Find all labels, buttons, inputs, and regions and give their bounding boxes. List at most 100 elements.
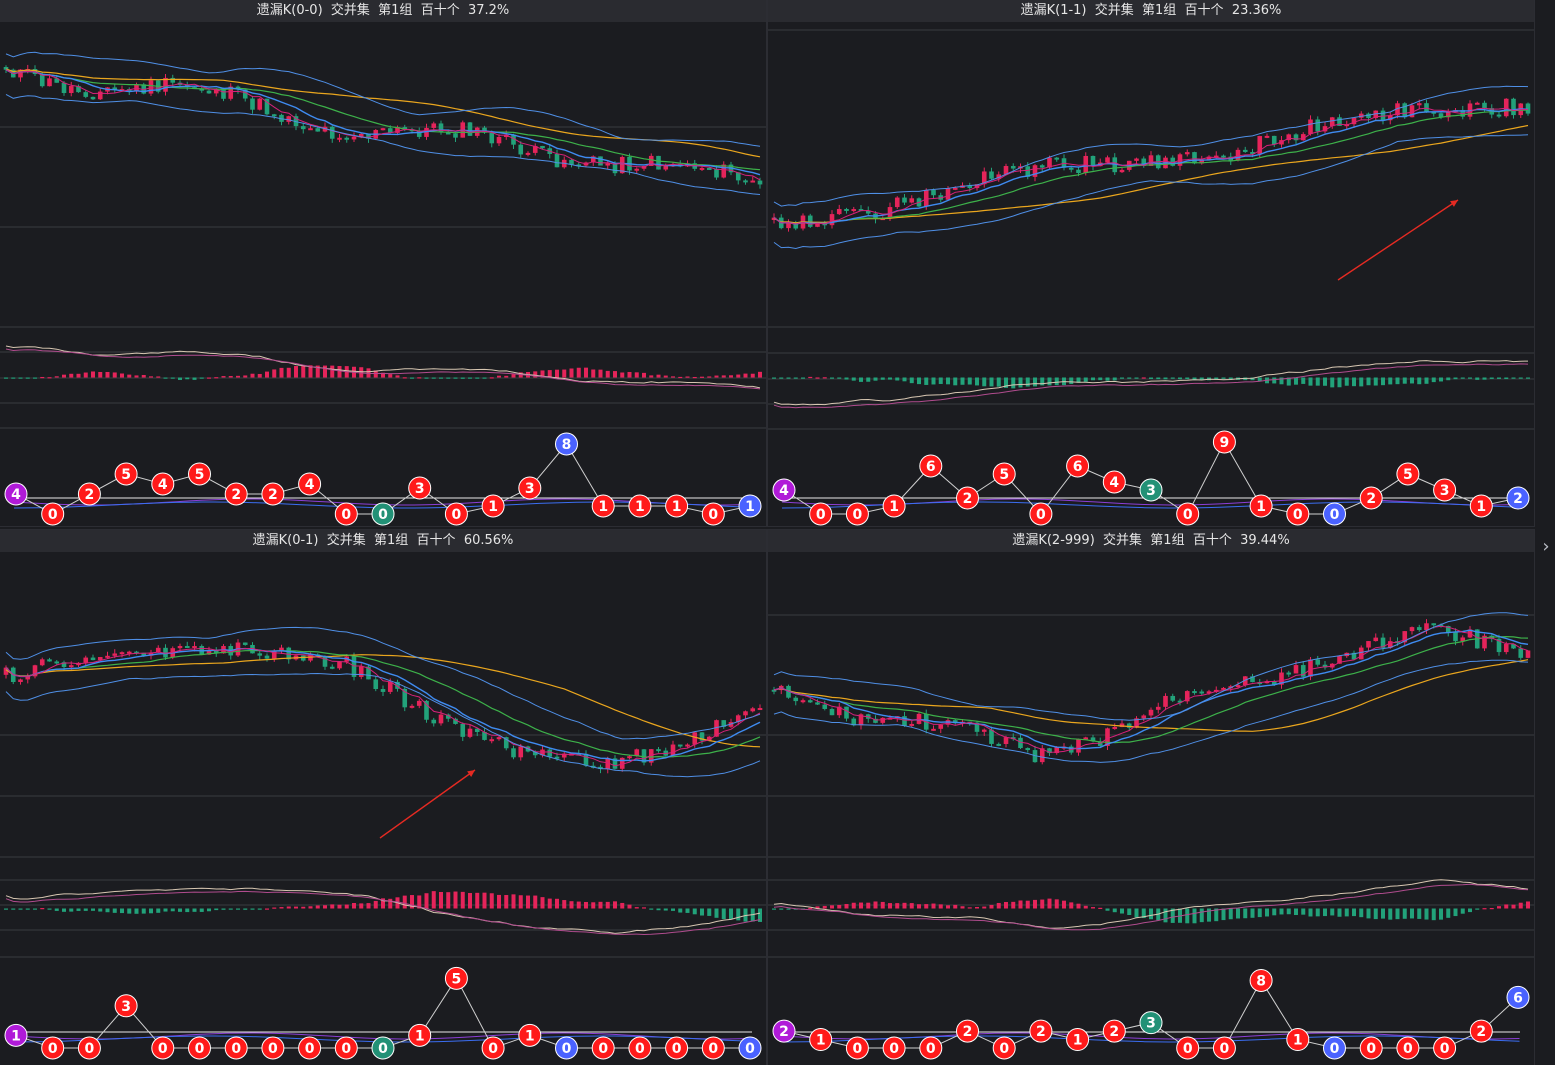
macd-bar-red	[76, 373, 81, 378]
macd-bar-green	[410, 377, 414, 379]
macd-bar-green	[178, 908, 182, 912]
macd-bar-red	[156, 376, 161, 378]
candle-up	[1134, 158, 1139, 161]
ball-red: 2	[956, 486, 979, 510]
candle-up	[721, 164, 727, 178]
candle-down	[141, 652, 147, 656]
candle-down	[1170, 157, 1176, 166]
chart-canvas[interactable]: 4 0 0 1 6 2 5 0 6 4 3 0 9 1 0 0 2 5 3 1 2	[768, 0, 1534, 526]
macd-bar-red	[714, 375, 719, 378]
macd-bar-green	[786, 377, 791, 379]
macd-bar-red	[1040, 899, 1045, 909]
macd-bar-green	[1098, 377, 1103, 381]
macd-bar-green	[1330, 908, 1335, 916]
candle-down	[931, 190, 936, 196]
ball-red: 2	[224, 482, 248, 506]
candle-down	[554, 153, 560, 168]
chart-panel-1-1[interactable]: 遗漏K(1-1) 交并集 第1组 百十个 23.36% 4 0 0 1 6 2 5 0 6 4 3 0…	[767, 0, 1535, 527]
candle-up	[518, 746, 524, 758]
macd-dea-line	[773, 363, 1529, 409]
candle-down	[569, 159, 574, 165]
macd-bar-green	[453, 377, 458, 379]
macd-bar-green	[1178, 377, 1182, 380]
macd-bar-red	[613, 901, 617, 909]
macd-bar-red	[605, 370, 610, 378]
macd-bar-red	[960, 906, 965, 909]
macd-bar-red	[127, 374, 132, 378]
chart-canvas[interactable]: 4 0 2 5 4 5 2 2 4 0 0 3 0 1 3 8 1 1 1 0 1	[0, 0, 766, 526]
ball-circle	[188, 1036, 211, 1060]
candle-down	[1242, 149, 1248, 152]
macd-bar-red	[591, 369, 596, 378]
candle-down	[1177, 700, 1183, 703]
macd-bar-red	[888, 903, 892, 909]
macd-bar-green	[1025, 377, 1030, 387]
macd-bar-red	[700, 376, 704, 378]
ball-label: 1	[816, 1033, 826, 1049]
macd-bar-red	[388, 898, 393, 909]
macd-bar-green	[54, 908, 59, 911]
macd-bar-green	[873, 377, 878, 381]
ball-circle	[114, 462, 138, 486]
candle-up	[1409, 105, 1415, 118]
ball-red: 2	[261, 482, 285, 506]
candle-up	[489, 739, 495, 742]
ball-label: 6	[1513, 990, 1523, 1006]
ball-label: 0	[1036, 507, 1046, 523]
ball-red: 0	[444, 502, 468, 526]
ball-red: 5	[444, 966, 468, 990]
candle-down	[1054, 157, 1060, 160]
macd-bar-green	[1417, 908, 1422, 919]
ball-circle	[444, 502, 468, 526]
candle-up	[1482, 635, 1487, 649]
macd-bar-green	[76, 908, 81, 911]
macd-bar-red	[460, 891, 465, 909]
candle-up	[1105, 157, 1110, 163]
ball-red: 0	[845, 502, 869, 526]
ball-label: 6	[926, 459, 936, 475]
macd-bar-green	[243, 908, 248, 910]
macd-bar-green	[663, 908, 668, 911]
macd-bar-red	[946, 905, 950, 909]
chart-canvas[interactable]: 1 0 0 3 0 0 0 0 0 0 0 1 5 0 1 0 0 0 0 0 0	[0, 530, 766, 1065]
macd-bar-green	[1250, 377, 1255, 381]
ball-green: 3	[1139, 478, 1163, 502]
macd-bar-red	[547, 370, 552, 378]
macd-dif-line	[5, 345, 761, 389]
chart-panel-0-0[interactable]: 遗漏K(0-0) 交并集 第1组 百十个 37.2% 4 0 2 5 4 5 2 2 4 0 0 3 0…	[0, 0, 767, 527]
macd-bar-green	[1163, 377, 1168, 380]
ball-circle	[371, 1036, 395, 1060]
candle-down	[366, 666, 371, 680]
candle-up	[757, 708, 763, 711]
macd-bar-green	[475, 377, 480, 379]
ma20-line	[5, 69, 761, 171]
candle-up	[97, 657, 103, 661]
macd-bar-red	[98, 371, 103, 378]
ball-label: 2	[85, 487, 95, 503]
macd-bar-green	[1112, 377, 1117, 381]
macd-bar-red	[424, 893, 429, 909]
chevron-right-icon[interactable]: ›	[1542, 536, 1550, 557]
candle-down	[184, 646, 190, 649]
macd-bars	[772, 898, 1530, 924]
ball-circle	[1286, 1028, 1310, 1052]
candle-up	[1366, 641, 1371, 648]
candle-down	[1126, 723, 1132, 728]
boll-lower	[5, 93, 761, 195]
candle-up	[1242, 676, 1248, 686]
macd-bar-green	[1344, 377, 1349, 386]
ball-circle	[1212, 430, 1236, 454]
ball-circle	[1102, 1019, 1126, 1043]
chart-canvas[interactable]: 2 1 0 0 0 2 0 2 1 2 3 0 0 8 1 0 0 0 0 2 6	[768, 530, 1534, 1065]
candles	[771, 97, 1531, 232]
macd-bar-red	[286, 367, 291, 378]
candle-down	[1250, 151, 1255, 154]
ball-circle	[1249, 494, 1273, 518]
ball-label: 0	[488, 1041, 498, 1057]
macd-bar-green	[1004, 377, 1008, 388]
macd-bar-green	[1511, 377, 1516, 379]
macd-bar-green	[1156, 377, 1161, 380]
macd-bar-green	[1402, 377, 1407, 384]
